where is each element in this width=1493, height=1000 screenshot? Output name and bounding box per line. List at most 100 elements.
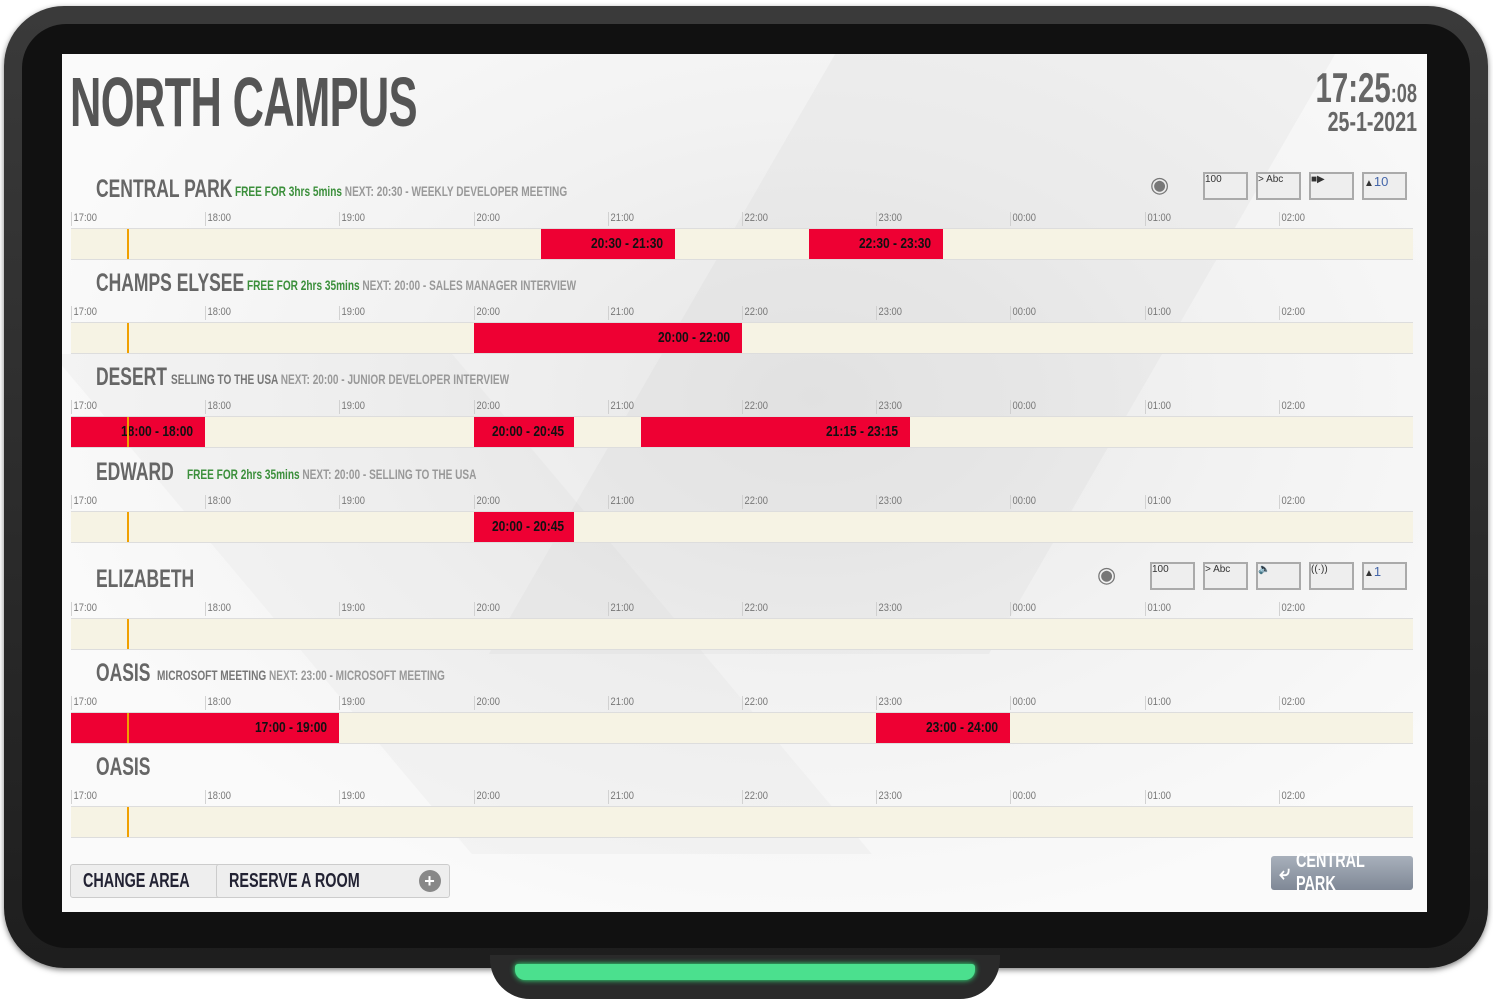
plus-icon: + — [418, 870, 441, 892]
time-tick: 02:00 — [1278, 696, 1305, 710]
time-tick: 20:00 — [473, 306, 500, 320]
time-tick: 01:00 — [1144, 400, 1171, 414]
current-time-marker — [126, 713, 129, 743]
page-title: NORTH CAMPUS — [70, 63, 418, 141]
time-tick: 18:00 — [205, 212, 231, 226]
time-tick: 21:00 — [607, 696, 634, 710]
booking-time: 23:00 - 24:00 — [926, 719, 999, 736]
time-tick: 17:00 — [71, 790, 97, 804]
capacity-icon: ▲1 — [1362, 562, 1407, 590]
booking-block[interactable]: 23:00 - 24:00 — [876, 713, 1011, 743]
capacity-value: 10 — [1373, 174, 1389, 189]
timeline-bar[interactable]: 17:00 - 19:00 23:00 - 24:00 — [71, 712, 1413, 744]
free-duration: FREE FOR 2hrs 35mins — [247, 277, 360, 293]
time-tick: 01:00 — [1144, 602, 1171, 616]
clock-time: 17:25 — [1315, 64, 1391, 111]
timeline-bar[interactable] — [71, 618, 1413, 650]
time-tick: 20:00 — [473, 400, 500, 414]
booking-block[interactable]: 20:00 - 22:00 — [473, 323, 742, 353]
reserve-room-button[interactable]: RESERVE A ROOM + — [216, 864, 450, 898]
room-name: OASIS — [96, 659, 151, 687]
room-name: ELIZABETH — [96, 565, 195, 593]
booking-time: 21:15 - 23:15 — [825, 423, 898, 440]
time-tick: 23:00 — [876, 790, 902, 804]
status-led — [515, 964, 975, 980]
time-tick: 21:00 — [607, 400, 634, 414]
time-tick: 20:00 — [473, 696, 500, 710]
time-tick: 02:00 — [1278, 495, 1305, 509]
current-time-marker — [126, 417, 129, 447]
time-tick: 00:00 — [1010, 696, 1036, 710]
time-tick: 02:00 — [1278, 790, 1305, 804]
timeline-bar[interactable]: 20:30 - 21:30 22:30 - 23:30 — [71, 228, 1413, 260]
clock: 17:25:08 25-1-2021 — [1316, 64, 1418, 138]
booking-time: 20:00 - 20:45 — [491, 518, 564, 535]
room-name: CHAMPS ELYSEE — [96, 269, 245, 297]
time-tick: 17:00 — [71, 400, 97, 414]
room-name: OASIS — [96, 753, 151, 781]
timeline-bar[interactable]: 20:00 - 20:45 — [71, 511, 1413, 543]
time-tick: 20:00 — [473, 212, 500, 226]
time-tick: 23:00 — [876, 696, 902, 710]
room-status: FREE FOR 2hrs 35mins NEXT: 20:00 - SELLI… — [187, 466, 476, 482]
booking-time: 22:30 - 23:30 — [859, 235, 932, 252]
booking-block[interactable]: 20:00 - 20:45 — [473, 512, 575, 542]
time-tick: 00:00 — [1010, 306, 1036, 320]
time-tick: 17:00 — [71, 696, 97, 710]
speaker-icon: 🔈 — [1256, 562, 1301, 590]
time-tick: 20:00 — [473, 790, 500, 804]
time-tick: 22:00 — [742, 696, 768, 710]
room-status: SELLING TO THE USA NEXT: 20:00 - JUNIOR … — [171, 371, 509, 387]
timeline-bar[interactable]: 20:00 - 22:00 — [71, 322, 1413, 354]
time-tick: 18:00 — [205, 790, 231, 804]
next-meeting: NEXT: 20:00 - JUNIOR DEVELOPER INTERVIEW — [280, 371, 510, 387]
time-tick: 22:00 — [742, 306, 768, 320]
time-tick: 02:00 — [1278, 306, 1305, 320]
timeline-bar[interactable]: 18:00 - 18:00 20:00 - 20:45 21:15 - 23:15 — [71, 416, 1413, 448]
time-tick: 17:00 — [71, 495, 97, 509]
time-tick: 21:00 — [607, 602, 634, 616]
display-icon: > Abc — [1256, 172, 1301, 200]
booking-block[interactable]: 22:30 - 23:30 — [809, 229, 944, 259]
booking-block[interactable]: 17:00 - 19:00 — [71, 713, 340, 743]
time-tick: 19:00 — [339, 602, 365, 616]
projector-icon: ◉ — [1150, 172, 1170, 197]
clock-seconds: :08 — [1390, 78, 1417, 108]
booking-time: 20:30 - 21:30 — [590, 235, 663, 252]
current-time-marker — [126, 619, 129, 649]
time-tick: 01:00 — [1144, 212, 1171, 226]
current-time-marker — [126, 323, 129, 353]
time-tick: 02:00 — [1278, 602, 1305, 616]
back-to-room-button[interactable]: ⤶ CENTRAL PARK — [1271, 850, 1413, 895]
room-name: EDWARD — [96, 458, 174, 486]
time-tick: 02:00 — [1278, 212, 1305, 226]
time-tick: 18:00 — [205, 495, 231, 509]
time-tick: 18:00 — [205, 696, 231, 710]
current-time-marker — [126, 512, 129, 542]
time-tick: 23:00 — [876, 495, 902, 509]
amenity-icons: ◉ 100 > Abc 🔈 ((·)) ▲1 — [1097, 562, 1407, 590]
booking-block[interactable]: 21:15 - 23:15 — [641, 417, 910, 447]
video-camera-icon: ■▶ — [1309, 172, 1354, 200]
amenity-icons: ◉ 100 > Abc ■▶ ▲10 — [1150, 172, 1407, 200]
wifi-icon: ((·)) — [1309, 562, 1354, 590]
current-time-marker — [126, 229, 129, 259]
next-meeting: NEXT: 20:30 - WEEKLY DEVELOPER MEETING — [344, 183, 568, 199]
room-name: CENTRAL PARK — [96, 175, 233, 203]
time-tick: 00:00 — [1010, 212, 1036, 226]
booking-time: 20:00 - 20:45 — [491, 423, 564, 440]
booking-time: 18:00 - 18:00 — [121, 423, 194, 440]
timeline-bar[interactable] — [71, 806, 1413, 838]
time-tick: 19:00 — [339, 696, 365, 710]
booking-block[interactable]: 18:00 - 18:00 — [71, 417, 206, 447]
time-tick: 22:00 — [742, 400, 768, 414]
time-tick: 21:00 — [607, 790, 634, 804]
time-tick: 18:00 — [205, 400, 231, 414]
time-tick: 19:00 — [339, 790, 365, 804]
booking-block[interactable]: 20:00 - 20:45 — [473, 417, 575, 447]
capacity-value: 1 — [1373, 564, 1382, 579]
time-tick: 00:00 — [1010, 400, 1036, 414]
booking-block[interactable]: 20:30 - 21:30 — [540, 229, 675, 259]
room-status: FREE FOR 2hrs 35mins NEXT: 20:00 - SALES… — [247, 277, 576, 293]
capacity-icon: ▲10 — [1362, 172, 1407, 200]
